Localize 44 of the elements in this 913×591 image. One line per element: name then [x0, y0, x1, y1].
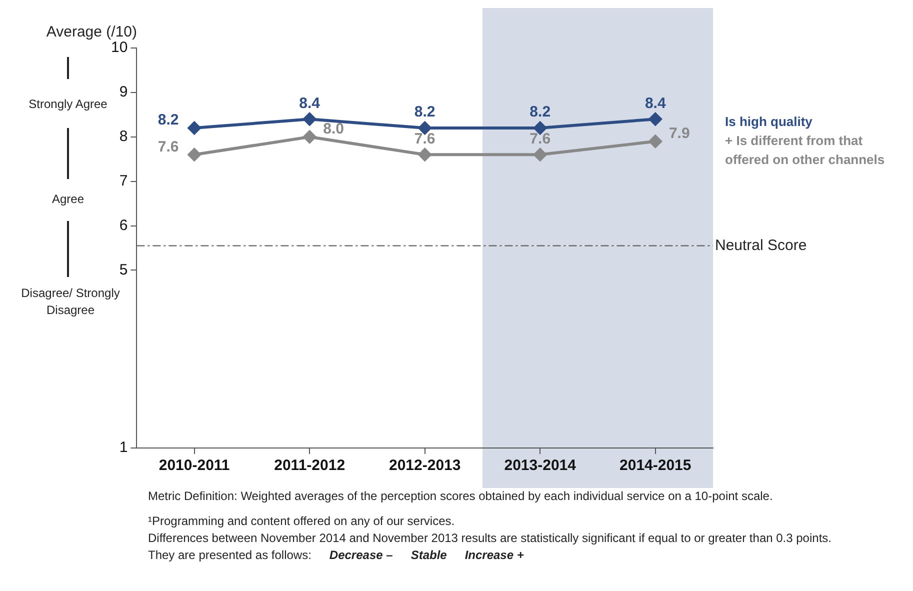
point: [418, 148, 432, 162]
point: [188, 122, 201, 134]
x-tick-label: 2011-2012: [274, 457, 346, 474]
point: [648, 112, 662, 126]
y-tick-label: 7: [119, 172, 128, 190]
point: [648, 134, 662, 148]
point: [303, 130, 316, 144]
text: Increase +: [464, 547, 524, 564]
text: Stable: [410, 547, 447, 564]
y-tick-label: 1: [119, 439, 128, 456]
ref-line-label: Neutral Score: [715, 236, 807, 254]
data-label: 7.6: [530, 130, 551, 148]
data-label: 8.2: [414, 104, 436, 121]
y-tick-label: 9: [119, 84, 128, 101]
y-tick-label: 6: [119, 216, 128, 234]
text: Agree: [50, 191, 86, 208]
text: ¹Programming and content offered on any of our services.: [148, 513, 456, 530]
text: Is high quality: [725, 113, 814, 132]
point: [188, 148, 201, 162]
data-label: 8.0: [323, 120, 344, 138]
data-label: 7.6: [158, 138, 179, 156]
data-label: 8.4: [299, 94, 321, 112]
data-label: 7.6: [414, 130, 436, 148]
data-label: 8.2: [158, 112, 179, 129]
text: Strongly Agree: [28, 96, 108, 111]
text: + Is different from that offered on other channels: [725, 132, 885, 170]
text: They are presented as follows:: [148, 547, 312, 564]
text: Decrease –: [329, 547, 393, 564]
x-tick-label: 2013-2014: [504, 457, 577, 474]
point: [303, 112, 316, 126]
text: Differences between November 2014 and November 2013 results are statistically significant if equal to or greater than 0.3 points.: [148, 530, 832, 547]
x-tick-label: 2012-2013: [388, 457, 461, 474]
y-axis-title: Average (/10): [46, 24, 137, 41]
x-tick-label: 2014-2015: [620, 457, 692, 474]
text: Disagree/ Strongly Disagree: [20, 285, 121, 320]
data-label: 7.9: [668, 124, 690, 142]
y-tick-label: 10: [110, 39, 128, 56]
y-tick-label: 8: [119, 128, 128, 146]
text: Metric Definition: Weighted averages of the perception scores obtained by each individual service on a 10-point scale.: [148, 488, 774, 505]
point: [534, 148, 547, 162]
x-tick-label: 2010-2011: [158, 457, 230, 474]
data-label: 8.2: [530, 104, 551, 121]
y-tick-label: 5: [119, 261, 128, 278]
data-label: 8.4: [644, 94, 666, 112]
